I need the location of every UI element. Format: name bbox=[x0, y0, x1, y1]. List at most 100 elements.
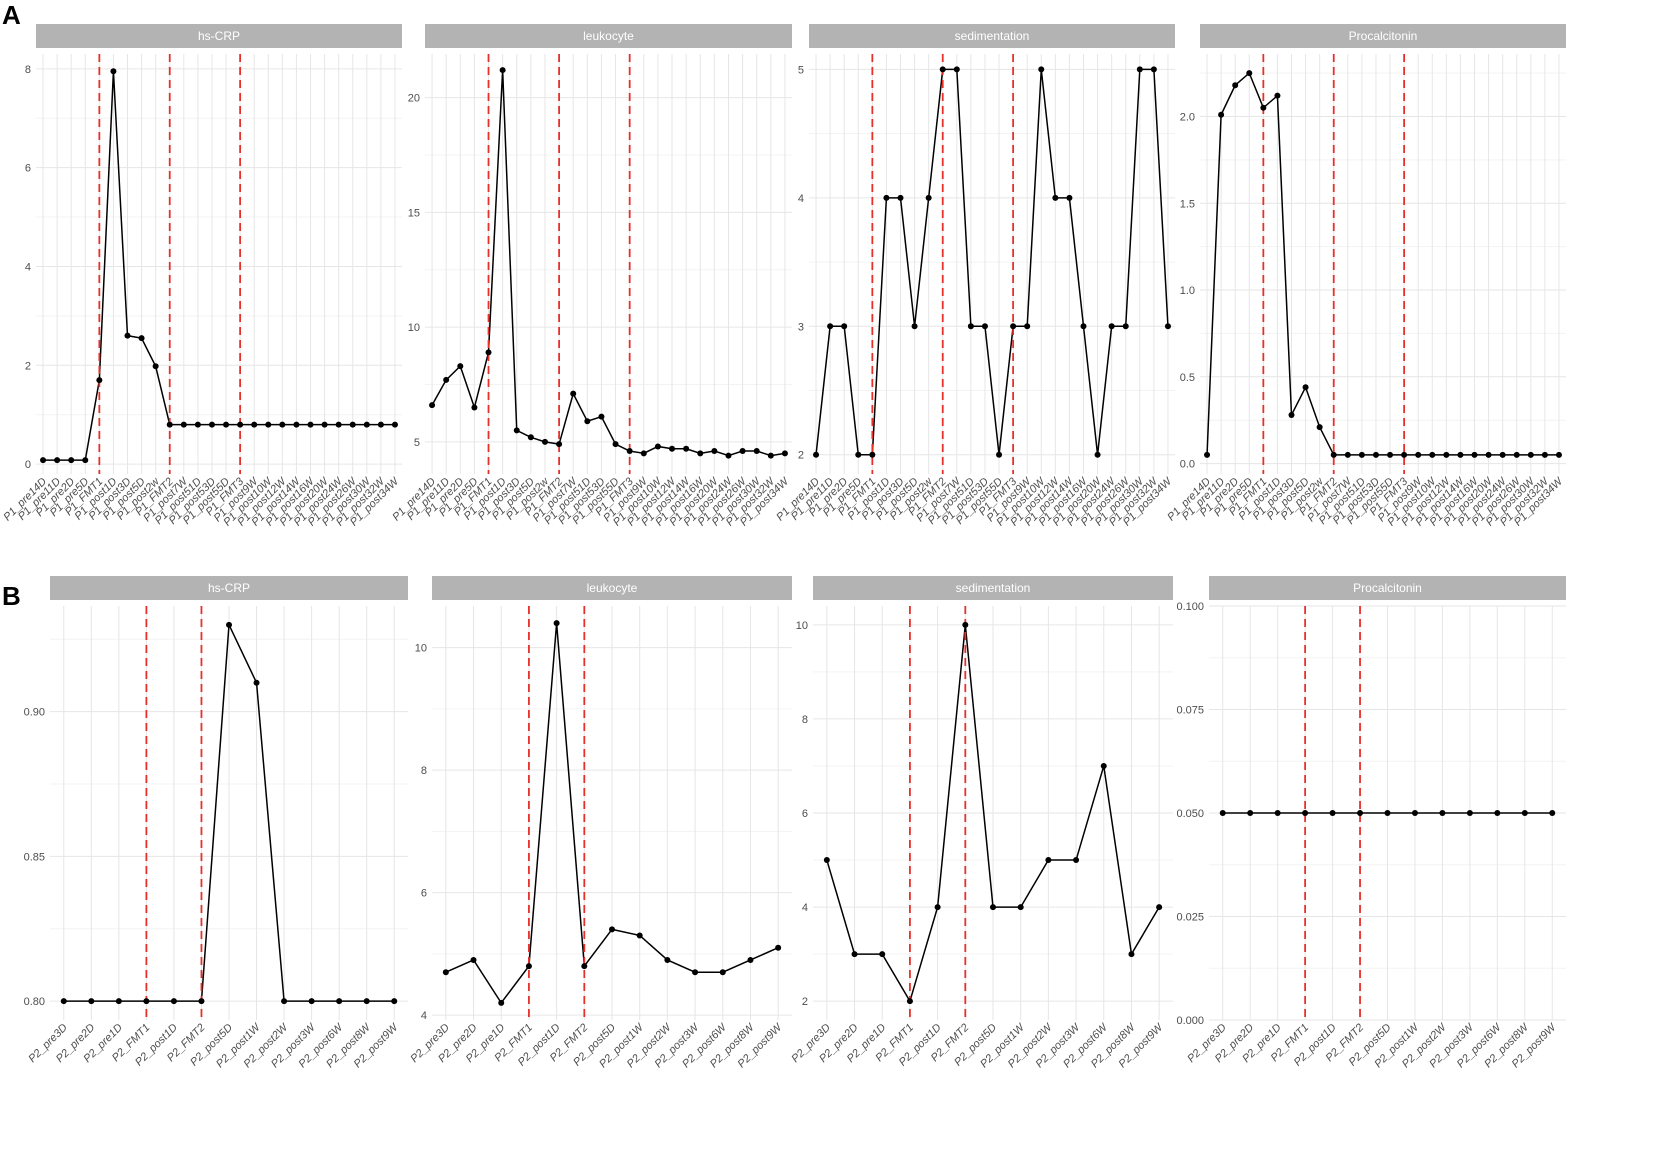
chart-a-hs-crp-data-point bbox=[363, 421, 370, 428]
chart-a-leukocyte-data-point bbox=[767, 452, 774, 459]
chart-a-leukocyte-strip-title: leukocyte bbox=[583, 29, 634, 43]
chart-a-leukocyte-data-point bbox=[499, 67, 506, 74]
chart-a-procalcitonin-data-point bbox=[1485, 451, 1492, 458]
chart-a-sedimentation-data-point bbox=[953, 66, 960, 73]
chart-a-leukocyte-data-point bbox=[570, 390, 577, 397]
chart-b-hs-crp-data-point bbox=[363, 998, 370, 1005]
chart-b-hs-crp-data-point bbox=[391, 998, 398, 1005]
chart-b-procalcitonin-ytick-label: 0.025 bbox=[1176, 912, 1204, 924]
chart-b-leukocyte-data-point bbox=[581, 963, 588, 970]
chart-b-leukocyte-data-point bbox=[692, 969, 699, 976]
chart-a-hs-crp-plot-area bbox=[36, 54, 402, 474]
chart-b-hs-crp-data-point bbox=[226, 621, 232, 628]
chart-a-procalcitonin-data-point bbox=[1415, 451, 1422, 458]
chart-a-hs-crp-strip-title: hs-CRP bbox=[198, 29, 240, 43]
chart-b-sedimentation-ytick-label: 8 bbox=[802, 714, 808, 726]
chart-b-sedimentation-data-point bbox=[1073, 857, 1080, 864]
chart-a-leukocyte-ytick-label: 20 bbox=[408, 93, 420, 105]
chart-a-leukocyte-data-point bbox=[697, 450, 704, 457]
chart-b-sedimentation-data-point bbox=[990, 904, 996, 911]
panel-letter-b: B bbox=[2, 581, 21, 611]
chart-b-sedimentation-data-point bbox=[879, 951, 886, 958]
chart-b-sedimentation-data-point bbox=[1156, 904, 1163, 911]
chart-b-hs-crp-ytick-label: 0.85 bbox=[24, 851, 45, 863]
chart-a-sedimentation-data-point bbox=[1164, 323, 1171, 330]
chart-a-leukocyte-data-point bbox=[654, 443, 661, 450]
chart-a-procalcitonin-data-point bbox=[1429, 451, 1436, 458]
chart-b-procalcitonin-ytick-label: 0.075 bbox=[1176, 705, 1204, 717]
chart-a-leukocyte-data-point bbox=[711, 448, 718, 455]
chart-b-procalcitonin-data-point bbox=[1384, 810, 1391, 816]
chart-b-leukocyte-ytick-label: 6 bbox=[421, 888, 427, 900]
chart-a-hs-crp-data-point bbox=[265, 421, 272, 428]
chart-a-sedimentation-data-point bbox=[996, 451, 1003, 458]
chart-a-leukocyte-data-point bbox=[781, 450, 788, 457]
chart-a-procalcitonin-data-point bbox=[1401, 451, 1408, 458]
chart-a-leukocyte-data-point bbox=[485, 349, 492, 356]
chart-a-hs-crp-data-point bbox=[166, 421, 173, 428]
chart-b-leukocyte-data-point bbox=[747, 956, 754, 963]
chart-a-leukocyte-data-point bbox=[626, 448, 633, 455]
chart-a-procalcitonin-data-point bbox=[1358, 451, 1365, 458]
chart-a-procalcitonin-ytick-label: 0.0 bbox=[1180, 459, 1195, 471]
chart-b-procalcitonin-strip bbox=[1209, 576, 1566, 600]
chart-b-hs-crp-data-point bbox=[60, 998, 67, 1005]
chart-a-hs-crp-data-point bbox=[138, 335, 145, 342]
chart-a-leukocyte-data-point bbox=[541, 438, 548, 445]
chart-a-sedimentation-data-point bbox=[841, 323, 848, 330]
chart-a-hs-crp-strip bbox=[36, 24, 402, 48]
chart-b-procalcitonin-data-point bbox=[1521, 810, 1528, 816]
chart-a-sedimentation-data-point bbox=[1066, 194, 1073, 201]
chart-a-hs-crp-ytick-label: 8 bbox=[25, 64, 31, 76]
chart-b-sedimentation-ytick-label: 6 bbox=[802, 808, 808, 820]
chart-a-procalcitonin-data-point bbox=[1541, 451, 1548, 458]
chart-a-procalcitonin-strip bbox=[1200, 24, 1566, 48]
chart-a-hs-crp-data-point bbox=[194, 421, 201, 428]
chart-a-sedimentation-data-point bbox=[897, 194, 904, 201]
chart-a-leukocyte-data-point bbox=[584, 418, 591, 425]
chart-a-procalcitonin-data-point bbox=[1527, 451, 1534, 458]
chart-a-sedimentation-data-point bbox=[1108, 323, 1115, 330]
chart-a-hs-crp-data-point bbox=[349, 421, 356, 428]
chart-a-procalcitonin: 0.00.51.01.52.0P1_pre14DP1_pre11DP1_pre2… bbox=[1165, 24, 1566, 529]
chart-a-procalcitonin-data-point bbox=[1330, 451, 1337, 458]
chart-b-hs-crp-data-point bbox=[115, 998, 122, 1005]
chart-b-leukocyte-ytick-label: 8 bbox=[421, 765, 427, 777]
chart-a-procalcitonin-data-point bbox=[1246, 70, 1253, 77]
chart-a-hs-crp-data-point bbox=[82, 457, 89, 464]
chart-b-procalcitonin-data-point bbox=[1247, 810, 1254, 816]
chart-a-leukocyte-plot-area bbox=[425, 54, 792, 474]
chart-a-sedimentation-series-line bbox=[815, 68, 1169, 456]
chart-a-hs-crp-data-point bbox=[237, 421, 244, 428]
chart-a-sedimentation-data-point bbox=[911, 323, 918, 330]
chart-b-procalcitonin-data-point bbox=[1494, 810, 1501, 816]
chart-a-hs-crp-data-point bbox=[40, 457, 47, 464]
chart-a-procalcitonin-data-point bbox=[1513, 451, 1520, 458]
chart-b-hs-crp-data-point bbox=[253, 679, 260, 686]
chart-a-hs-crp-ytick-label: 0 bbox=[25, 459, 31, 471]
chart-b-hs-crp-data-point bbox=[88, 998, 95, 1005]
chart-a-procalcitonin-plot-area bbox=[1200, 54, 1566, 474]
chart-b-leukocyte-data-point bbox=[775, 944, 782, 951]
chart-b-procalcitonin-strip-title: Procalcitonin bbox=[1353, 581, 1422, 595]
chart-a-sedimentation-data-point bbox=[1024, 323, 1031, 330]
chart-a-sedimentation-data-point bbox=[1094, 451, 1101, 458]
chart-a-hs-crp-data-point bbox=[335, 421, 342, 428]
chart-b-leukocyte-data-point bbox=[636, 932, 643, 939]
chart-a-sedimentation-data-point bbox=[1150, 66, 1157, 73]
chart-b-procalcitonin-data-point bbox=[1274, 810, 1281, 816]
chart-b-procalcitonin-ytick-label: 0.050 bbox=[1176, 808, 1204, 820]
chart-b-hs-crp-data-point bbox=[198, 998, 205, 1005]
chart-a-hs-crp-data-point bbox=[223, 421, 230, 428]
chart-b-leukocyte: 46810P2_pre3DP2_pre2DP2_pre1DP2_FMT1P2_p… bbox=[408, 576, 792, 1070]
chart-b-leukocyte-data-point bbox=[498, 999, 505, 1006]
chart-a-sedimentation-ytick-label: 5 bbox=[798, 64, 804, 76]
chart-b-leukocyte-data-point bbox=[442, 969, 449, 976]
chart-a-sedimentation-data-point bbox=[869, 451, 876, 458]
chart-b-sedimentation: 246810P2_pre3DP2_pre2DP2_pre1DP2_FMT1P2_… bbox=[789, 576, 1173, 1070]
chart-a-leukocyte-data-point bbox=[443, 376, 450, 383]
chart-a-leukocyte-data-point bbox=[753, 448, 760, 455]
chart-a-procalcitonin-data-point bbox=[1372, 451, 1379, 458]
chart-a-sedimentation-ytick-label: 3 bbox=[798, 321, 804, 333]
